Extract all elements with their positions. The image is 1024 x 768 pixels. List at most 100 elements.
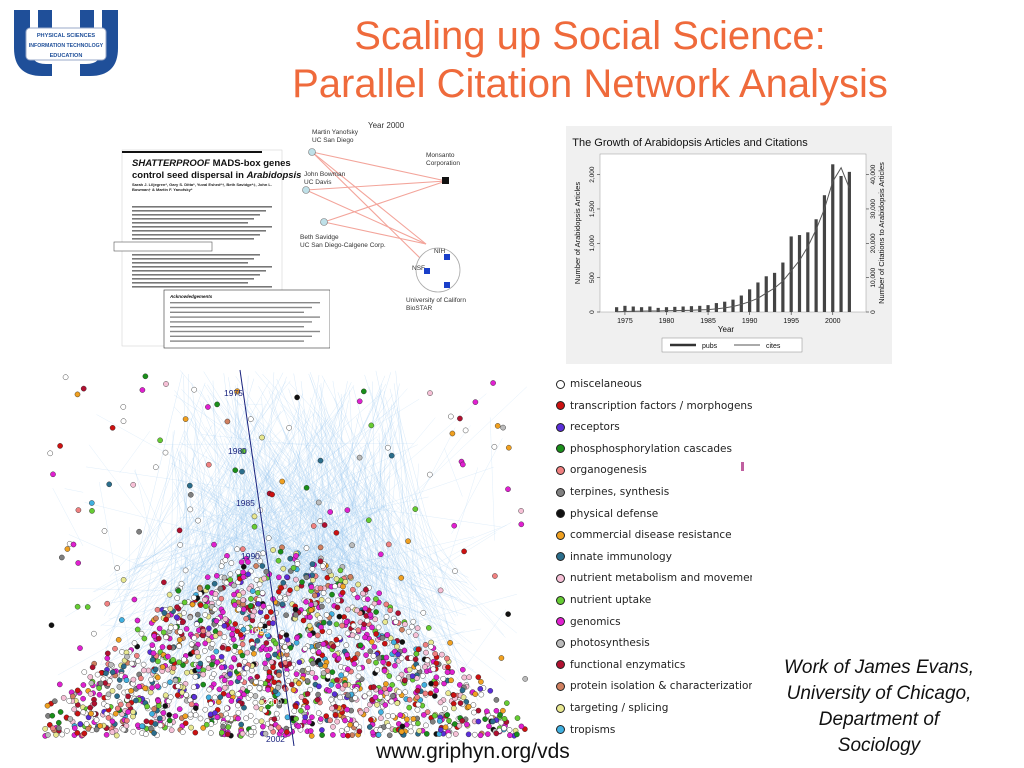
project-url[interactable]: www.griphyn.org/vds [376, 740, 570, 763]
cloud-node [197, 602, 204, 608]
cloud-edge [199, 400, 271, 577]
chart-xlabel: Year [718, 325, 735, 334]
cloud-node [103, 670, 109, 677]
legend-swatch-icon [556, 444, 565, 454]
cloud-node [184, 669, 190, 676]
cloud-node [182, 567, 189, 574]
cloud-node [336, 613, 343, 620]
cloud-node [49, 712, 56, 719]
cloud-node [449, 430, 456, 437]
cloud-node [182, 416, 189, 422]
cloud-node [220, 723, 226, 730]
paper-text-line [132, 274, 260, 276]
cloud-node [285, 678, 292, 684]
cloud-node [195, 517, 201, 524]
cloud-node [174, 604, 180, 610]
cloud-node [431, 693, 438, 699]
cloud-node [57, 443, 63, 449]
cloud-node [362, 634, 368, 641]
chart-x-tick-label: 1990 [742, 318, 758, 325]
cloud-node [109, 718, 116, 725]
cloud-node [290, 687, 297, 693]
cloud-edge [202, 437, 293, 590]
cloud-node [248, 729, 254, 735]
cloud-edge [310, 397, 404, 635]
cloud-node [365, 517, 372, 523]
legend-label: genomics [570, 615, 621, 628]
legend-swatch-icon [556, 617, 565, 627]
cloud-node [277, 548, 284, 555]
chart-bar-pubs [789, 236, 793, 312]
cloud-node [232, 643, 238, 650]
cloud-node [236, 675, 243, 681]
cloud-node [229, 631, 235, 638]
cloud-node [276, 702, 283, 709]
cloud-node [131, 640, 138, 646]
cloud-node [522, 676, 529, 682]
paper-text-line [132, 262, 248, 264]
chart-y2-tick-label: 40,000 [870, 164, 877, 184]
cloud-edge [351, 472, 429, 649]
paper-title-rest: MADS-box genes [210, 158, 291, 169]
cloud-edge [381, 504, 436, 620]
cloud-node [388, 452, 395, 459]
chart-bar-pubs [822, 195, 827, 312]
cloud-edge [200, 484, 360, 599]
legend-label: photosynthesis [570, 637, 650, 650]
cloud-node [163, 634, 169, 641]
legend-label: receptors [570, 421, 620, 434]
legend-label: miscelaneous [570, 378, 642, 390]
cloud-node [104, 600, 110, 607]
cloud-edge [403, 539, 517, 634]
cloud-node [303, 599, 309, 605]
cloud-edge [301, 386, 527, 600]
cloud-edge [132, 482, 272, 569]
cloud-node [121, 663, 127, 670]
cloud-edge [287, 526, 366, 662]
legend-label: nutrient metabolism and movement [570, 572, 752, 585]
cloud-node [447, 639, 453, 646]
cloud-edge [178, 378, 255, 627]
cloud-node [128, 687, 134, 694]
cloud-node [116, 684, 123, 690]
network-node-savidge [320, 218, 328, 226]
cloud-node [252, 693, 259, 699]
cloud-edge [406, 525, 507, 564]
paper-ack-line [170, 326, 304, 328]
cloud-node [405, 628, 412, 635]
cloud-edge [371, 594, 517, 635]
cloud-node [191, 635, 197, 641]
cloud-timeline-axis [239, 369, 295, 746]
cloud-node [114, 693, 120, 700]
cloud-node [444, 669, 451, 676]
cloud-node [334, 677, 340, 683]
cloud-node [120, 726, 127, 733]
cloud-node [315, 710, 322, 716]
cloud-node [249, 645, 256, 651]
cloud-node [203, 603, 209, 609]
cloud-edge [444, 609, 506, 698]
cloud-edge [262, 373, 461, 591]
cloud-node [89, 508, 95, 514]
cloud-nodes [42, 373, 529, 739]
logo-text-3: EDUCATION [50, 53, 83, 59]
cloud-node [64, 727, 70, 734]
cloud-node [187, 711, 194, 718]
cloud-node [352, 655, 358, 662]
cloud-node [172, 624, 179, 631]
cloud-node [103, 731, 110, 738]
cloud-edge [167, 505, 392, 732]
cloud-node [395, 610, 401, 616]
legend-item: physical defense [556, 504, 658, 524]
cloud-node [74, 730, 81, 736]
cloud-node [56, 681, 63, 688]
credit-line-4: Sociology [837, 735, 921, 756]
cloud-node [237, 631, 244, 638]
cloud-node [260, 723, 266, 730]
cloud-node [114, 565, 120, 571]
cloud-node [422, 641, 429, 648]
legend-swatch-icon [556, 465, 565, 475]
cloud-year-label: 2000 [263, 697, 282, 707]
cloud-node [505, 611, 511, 617]
cloud-node [181, 599, 188, 606]
